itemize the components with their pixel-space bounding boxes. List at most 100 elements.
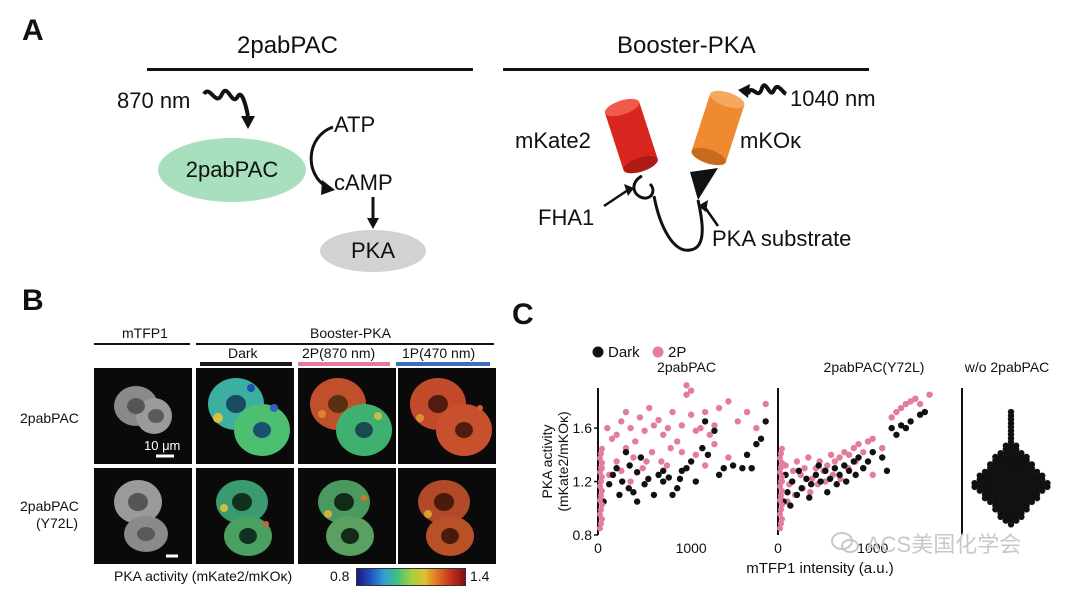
point-2p	[734, 418, 741, 425]
fha1-label: FHA1	[538, 205, 595, 230]
point-dark	[1002, 442, 1009, 449]
point-dark	[789, 478, 796, 485]
point-dark	[843, 478, 850, 485]
sub-dark-label: Dark	[228, 345, 258, 361]
point-2p	[678, 448, 686, 456]
point-dark	[660, 478, 667, 485]
legend-label-dark: Dark	[608, 344, 640, 361]
point-dark	[897, 422, 905, 429]
point-2p	[926, 391, 933, 398]
point-dark	[869, 448, 876, 456]
point-2p	[598, 492, 604, 499]
point-2p	[627, 478, 634, 485]
point-2p	[613, 431, 620, 438]
point-dark	[971, 479, 978, 487]
x-tick-label: 1000	[857, 540, 888, 556]
point-dark	[860, 464, 867, 472]
point-dark	[784, 489, 791, 496]
point-2p	[779, 501, 785, 508]
sub-dark-bar	[200, 362, 292, 366]
subplot-title: w/o 2pabPAC	[964, 359, 1050, 375]
enzyme-2pabpac: 2pabPAC	[158, 138, 306, 202]
point-2p	[805, 454, 812, 461]
point-2p	[789, 467, 797, 475]
point-2p	[599, 501, 605, 508]
point-dark	[633, 468, 641, 476]
mko-label: mKOκ	[740, 128, 802, 153]
point-2p	[701, 462, 709, 469]
point-2p	[664, 424, 672, 432]
point-2p	[822, 478, 829, 485]
point-2p	[711, 422, 718, 429]
colorbar-label: PKA activity (mKate2/mKOκ)	[114, 568, 293, 584]
point-dark	[645, 475, 652, 483]
subplot-title: 2pabPAC	[657, 359, 716, 375]
point-dark	[613, 464, 620, 472]
point-2p	[897, 404, 905, 412]
point-dark	[997, 450, 1004, 457]
legend-label-2p: 2P	[668, 344, 686, 361]
scalebar-label: 10 μm	[144, 438, 181, 453]
point-2p	[646, 404, 653, 412]
point-dark	[669, 491, 676, 499]
point-2p	[627, 424, 634, 432]
point-2p	[648, 448, 656, 456]
point-2p	[598, 478, 604, 485]
point-dark	[833, 481, 840, 488]
point-2p	[669, 408, 676, 416]
panel-a-left-title: 2pabPAC	[237, 32, 338, 59]
watermark: ACS美国化学会	[830, 527, 1021, 559]
point-2p	[762, 400, 769, 408]
point-2p	[655, 416, 662, 424]
colorbar-min: 0.8	[330, 568, 350, 584]
sub-2p-label: 2P(870 nm)	[302, 345, 376, 361]
point-2p	[608, 435, 616, 442]
point-dark	[817, 478, 824, 485]
image-dark-wt	[196, 368, 294, 464]
point-dark	[1039, 472, 1046, 479]
wechat-icon	[831, 532, 859, 553]
point-2p	[743, 408, 751, 416]
point-2p	[643, 458, 650, 465]
point-2p	[658, 458, 665, 465]
point-dark	[683, 464, 690, 472]
point-2p	[598, 506, 604, 513]
point-2p	[841, 448, 848, 456]
point-2p	[599, 459, 605, 466]
point-dark	[806, 494, 813, 501]
point-2p	[777, 483, 783, 490]
image-mtfp1-wt: 10 μm	[94, 368, 192, 464]
point-dark	[692, 478, 700, 485]
point-dark	[1044, 479, 1051, 487]
point-dark	[655, 471, 662, 479]
y-axis-label: (mKate2/mKOκ)	[555, 411, 571, 511]
point-dark	[812, 471, 820, 479]
point-2p	[641, 427, 648, 434]
legend-marker-dark	[592, 346, 604, 358]
point-2p	[598, 464, 604, 471]
point-2p	[753, 424, 760, 432]
point-dark	[650, 491, 658, 499]
point-dark	[616, 491, 623, 499]
point-dark	[673, 485, 681, 492]
point-2p	[597, 525, 603, 532]
col-booster-rule	[196, 343, 494, 345]
point-dark	[605, 481, 613, 488]
point-dark	[852, 471, 859, 479]
point-dark	[619, 478, 626, 485]
point-2p	[777, 469, 783, 476]
point-dark	[992, 453, 999, 461]
panel-c-letter: C	[512, 298, 534, 331]
point-2p	[597, 469, 603, 476]
point-2p	[598, 520, 604, 527]
point-2p	[778, 520, 784, 527]
point-2p	[725, 454, 732, 461]
point-2p	[599, 487, 605, 494]
point-dark	[630, 489, 637, 496]
point-2p	[725, 398, 732, 405]
point-dark	[757, 435, 765, 442]
point-dark	[704, 451, 712, 459]
point-dark	[831, 464, 839, 472]
point-2p	[778, 450, 784, 457]
point-dark	[729, 462, 737, 469]
